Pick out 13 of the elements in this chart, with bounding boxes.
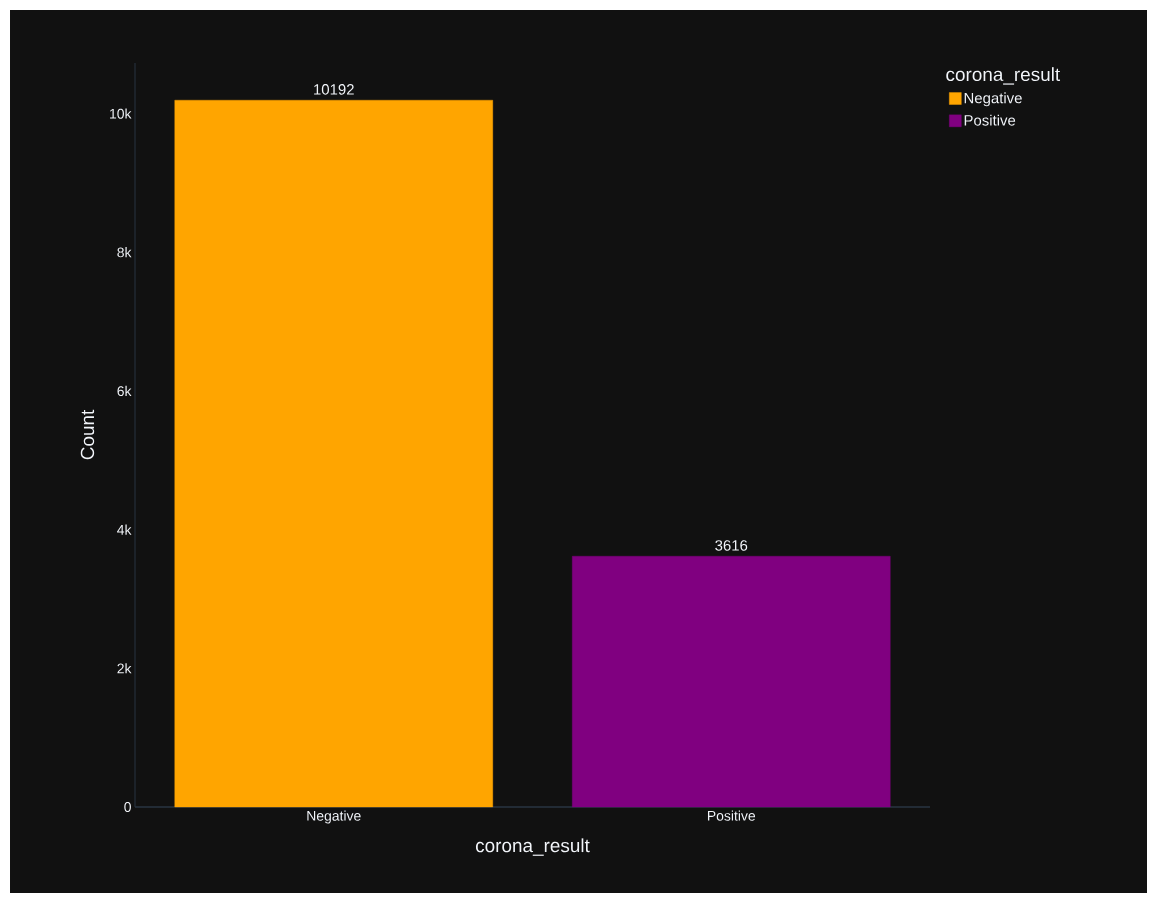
y-tick-label: 0 xyxy=(124,802,131,812)
y-tick-label: 6k xyxy=(117,385,132,397)
y-tick-label: 8k xyxy=(117,247,132,258)
y-axis-title: Count xyxy=(80,409,95,460)
y-tick-label: 10k xyxy=(110,108,132,119)
legend-title: corona_result xyxy=(946,67,1061,85)
y-tick-label: 2k xyxy=(117,663,132,674)
data-label: 10192 xyxy=(314,84,354,95)
data-label: 3616 xyxy=(715,540,748,551)
legend-label: Negative xyxy=(964,92,1022,107)
legend-label: Positive xyxy=(964,114,1016,126)
x-axis-title: corona_result xyxy=(475,838,590,856)
y-tick-label: 4k xyxy=(117,524,132,535)
